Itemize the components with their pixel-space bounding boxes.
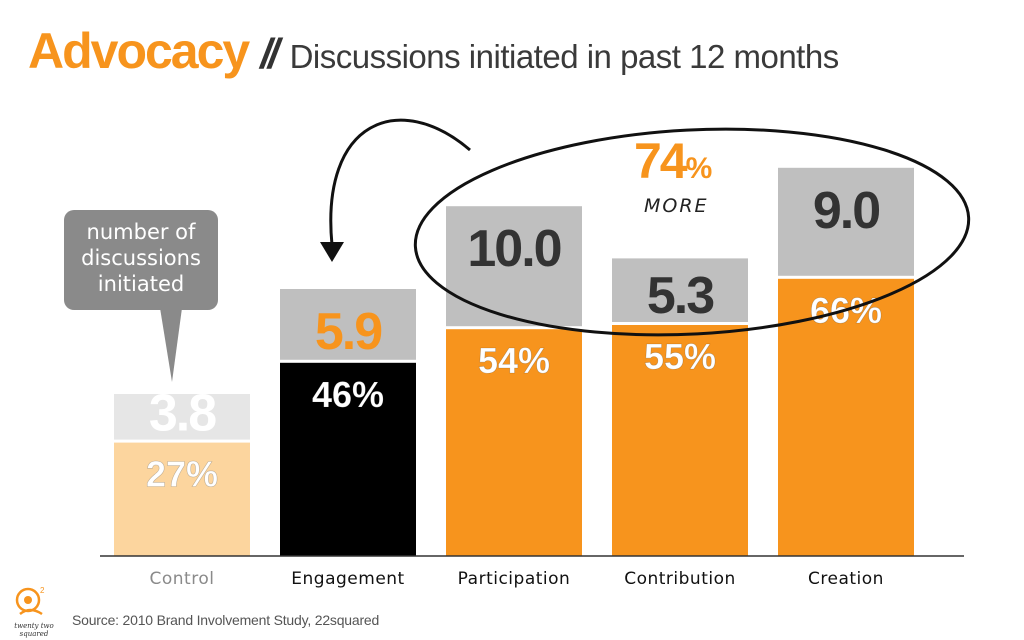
slide-title: Advocacy// Discussions initiated in past … [28, 22, 839, 80]
source-note: Source: 2010 Brand Involvement Study, 22… [72, 612, 380, 628]
category-label-creation: Creation [808, 569, 884, 589]
discussion-label-control: 3.8 [149, 385, 216, 443]
discussion-box-engagement [280, 289, 416, 360]
discussion-box-contribution [612, 258, 748, 322]
annotation-unit: % [686, 152, 712, 185]
category-label-engagement: Engagement [291, 569, 404, 589]
logo-icon: 2 [15, 586, 45, 616]
discussion-box-creation [778, 167, 914, 276]
percent-label-engagement: 46% [312, 374, 384, 415]
discussion-box-control [114, 394, 250, 440]
discussion-label-engagement: 5.9 [315, 303, 381, 361]
callout-line-2: discussions [81, 246, 201, 270]
callout-box: number of discussions initiated [64, 210, 218, 310]
discussion-label-participation: 10.0 [467, 220, 560, 278]
discussion-box-participation [446, 206, 582, 327]
callout-line-3: initiated [97, 272, 185, 296]
callout-line-1: number of [86, 220, 196, 244]
category-label-participation: Participation [458, 569, 571, 589]
category-label-control: Control [150, 569, 215, 589]
logo-text: twenty two squared [14, 622, 54, 638]
title-brand: Advocacy [28, 23, 250, 79]
brand-logo: 2 twenty two squared [6, 584, 62, 638]
highlight-ellipse [413, 127, 971, 337]
annotation-value: 74 [634, 133, 688, 189]
bar-contribution [612, 325, 748, 556]
discussion-label-contribution: 5.3 [647, 267, 714, 325]
svg-text:2: 2 [40, 586, 45, 595]
arrow-head [320, 242, 344, 262]
percent-label-control: 27% [146, 454, 218, 495]
bar-control [114, 442, 250, 556]
bar-creation [778, 278, 914, 556]
percent-label-participation: 54% [478, 340, 550, 381]
category-label-contribution: Contribution [624, 569, 736, 589]
title-subtitle: Discussions initiated in past 12 months [289, 38, 840, 75]
percent-label-contribution: 55% [644, 336, 716, 377]
annotation-percent: 74% [634, 133, 712, 189]
title-separator: // [260, 30, 279, 77]
discussion-label-creation: 9.0 [813, 182, 879, 240]
bar-participation [446, 329, 582, 556]
curved-arrow [329, 118, 471, 246]
callout-pointer [160, 308, 182, 382]
annotation-more: MORE [644, 195, 709, 217]
bar-engagement [280, 362, 416, 556]
annotation-layer: 74% MORE [160, 118, 971, 382]
